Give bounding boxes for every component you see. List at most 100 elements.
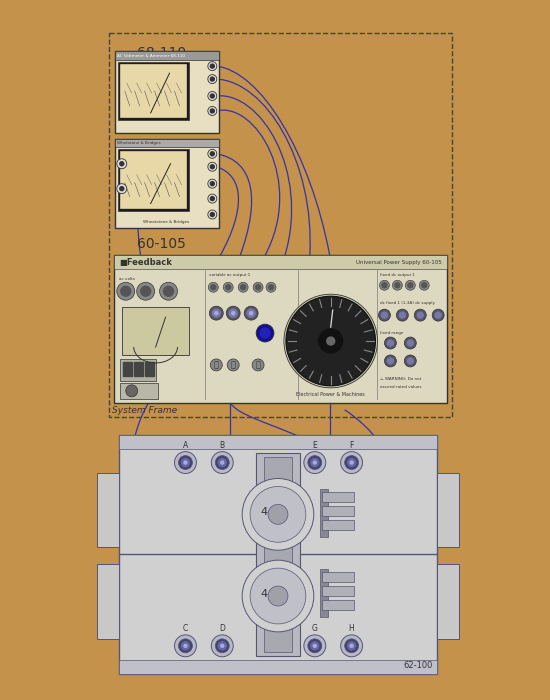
Circle shape: [242, 560, 314, 632]
Circle shape: [121, 286, 131, 296]
Circle shape: [384, 355, 397, 367]
Circle shape: [304, 635, 326, 657]
Circle shape: [210, 182, 214, 186]
Bar: [120, 64, 188, 118]
Circle shape: [210, 306, 223, 320]
Circle shape: [387, 340, 393, 346]
Circle shape: [408, 340, 413, 346]
Bar: [119, 660, 437, 673]
Circle shape: [208, 162, 217, 172]
Text: ac volts: ac volts: [119, 277, 135, 281]
Bar: [320, 489, 328, 538]
Circle shape: [137, 282, 155, 300]
Circle shape: [184, 461, 187, 464]
Circle shape: [117, 183, 126, 194]
Circle shape: [208, 106, 217, 116]
Circle shape: [250, 568, 306, 624]
Circle shape: [141, 286, 151, 296]
Bar: [145, 362, 153, 376]
Circle shape: [419, 280, 429, 290]
Bar: [437, 473, 459, 547]
Bar: [97, 564, 119, 639]
Circle shape: [211, 452, 233, 473]
Bar: [120, 150, 188, 209]
Bar: [322, 492, 354, 503]
Circle shape: [210, 359, 222, 371]
Circle shape: [266, 282, 276, 292]
Text: 62-100: 62-100: [404, 661, 433, 670]
Circle shape: [382, 312, 387, 318]
Text: variable ac output 1: variable ac output 1: [210, 273, 251, 277]
Circle shape: [250, 486, 306, 542]
Circle shape: [210, 152, 214, 156]
Circle shape: [384, 337, 397, 349]
Bar: [118, 62, 189, 120]
Circle shape: [387, 358, 393, 364]
Circle shape: [160, 282, 178, 300]
Circle shape: [232, 312, 235, 314]
Bar: [115, 51, 219, 133]
Text: F: F: [349, 440, 354, 449]
Circle shape: [208, 92, 217, 101]
Text: exceed rated values: exceed rated values: [381, 385, 422, 389]
Circle shape: [268, 586, 288, 606]
Circle shape: [211, 285, 216, 290]
Circle shape: [221, 644, 224, 648]
Circle shape: [210, 94, 214, 98]
Circle shape: [327, 337, 335, 345]
Text: E: E: [312, 440, 317, 449]
Circle shape: [314, 644, 316, 648]
Circle shape: [242, 479, 314, 550]
Circle shape: [163, 286, 173, 296]
Circle shape: [218, 642, 226, 650]
Circle shape: [210, 109, 214, 113]
Circle shape: [405, 280, 415, 290]
Circle shape: [208, 194, 217, 203]
Circle shape: [238, 282, 248, 292]
Text: ⏚: ⏚: [230, 360, 236, 370]
Circle shape: [247, 309, 255, 317]
Text: 68-110: 68-110: [137, 46, 186, 60]
Circle shape: [319, 329, 343, 353]
Circle shape: [284, 294, 377, 388]
Circle shape: [348, 642, 356, 650]
Text: AC Voltmeter & Ammeter 68-110: AC Voltmeter & Ammeter 68-110: [117, 54, 185, 57]
Circle shape: [210, 77, 214, 81]
Circle shape: [408, 358, 413, 364]
Circle shape: [182, 642, 189, 650]
Circle shape: [241, 285, 246, 290]
Circle shape: [340, 635, 362, 657]
Bar: [322, 520, 354, 531]
Text: 4: 4: [261, 589, 268, 599]
Circle shape: [210, 64, 214, 68]
Bar: [122, 307, 189, 355]
Text: B: B: [219, 440, 225, 449]
Circle shape: [345, 456, 359, 470]
Circle shape: [311, 642, 319, 650]
Circle shape: [378, 309, 390, 321]
Bar: [114, 256, 447, 270]
Circle shape: [120, 187, 124, 190]
Circle shape: [208, 62, 217, 71]
Circle shape: [215, 639, 229, 653]
Circle shape: [268, 285, 273, 290]
Circle shape: [120, 162, 124, 166]
Bar: [115, 51, 219, 60]
Circle shape: [208, 179, 217, 188]
Circle shape: [223, 282, 233, 292]
Circle shape: [392, 280, 403, 290]
Circle shape: [174, 452, 196, 473]
Circle shape: [210, 197, 214, 201]
Bar: [134, 362, 142, 376]
Text: Whetstone & Bridges: Whetstone & Bridges: [117, 141, 161, 145]
Circle shape: [208, 210, 217, 219]
Circle shape: [250, 312, 252, 314]
Bar: [437, 564, 459, 639]
Circle shape: [404, 337, 416, 349]
Circle shape: [208, 149, 217, 158]
Circle shape: [395, 283, 400, 288]
Circle shape: [345, 639, 359, 653]
Text: Wheatstone & Bridges: Wheatstone & Bridges: [144, 220, 190, 225]
Bar: [322, 506, 354, 517]
Text: Universal Power Supply 60-105: Universal Power Supply 60-105: [356, 260, 442, 265]
